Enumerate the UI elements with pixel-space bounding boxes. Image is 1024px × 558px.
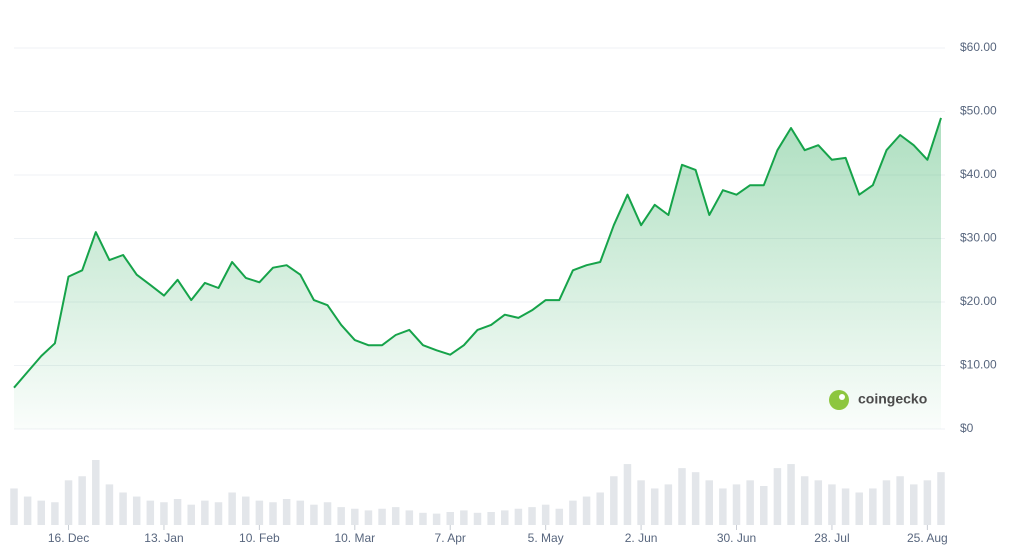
volume-bar xyxy=(105,484,114,525)
x-tick-label: 10. Feb xyxy=(239,531,280,545)
volume-bar xyxy=(64,480,73,525)
volume-bar xyxy=(269,502,277,525)
y-tick-label: $60.00 xyxy=(960,40,997,54)
volume-bar xyxy=(514,508,523,525)
volume-bar xyxy=(760,486,768,525)
x-tick-label: 5. May xyxy=(528,531,564,545)
volume-bar xyxy=(460,510,468,525)
volume-bar xyxy=(78,476,86,525)
volume-bar xyxy=(582,496,591,525)
volume-bar xyxy=(51,502,59,525)
volume-bar xyxy=(541,504,550,525)
watermark-text: coingecko xyxy=(858,391,927,407)
volume-bar xyxy=(160,502,168,525)
volume-bar xyxy=(896,476,904,525)
volume-bar xyxy=(446,512,454,525)
volume-bar xyxy=(637,480,645,525)
volume-bar xyxy=(937,472,945,525)
y-tick-label: $30.00 xyxy=(960,231,997,245)
volume-bar xyxy=(814,480,823,525)
volume-bar xyxy=(296,500,305,525)
volume-bar xyxy=(282,499,291,525)
volume-bar xyxy=(391,507,400,525)
volume-bar xyxy=(773,468,782,525)
volume-bar xyxy=(214,502,223,525)
volume-bar xyxy=(351,508,359,525)
x-tick-label: 2. Jun xyxy=(625,531,658,545)
volume-bar xyxy=(650,488,659,525)
volume-bar xyxy=(378,508,386,525)
volume-bar xyxy=(37,500,46,525)
x-tick-label: 10. Mar xyxy=(334,531,375,545)
volume-bar xyxy=(705,480,713,525)
y-tick-label: $20.00 xyxy=(960,294,997,308)
volume-bar xyxy=(569,500,577,525)
x-tick-label: 7. Apr xyxy=(435,531,466,545)
volume-bar xyxy=(364,510,373,525)
volume-bar xyxy=(719,488,727,525)
volume-bar xyxy=(909,484,918,525)
volume-bar xyxy=(132,496,141,525)
volume-bar xyxy=(432,513,441,525)
volume-bar xyxy=(828,484,836,525)
volume-bar xyxy=(487,512,495,525)
x-tick-label: 30. Jun xyxy=(717,531,756,545)
volume-bar xyxy=(201,500,209,525)
volume-bar xyxy=(610,476,618,525)
y-tick-label: $0 xyxy=(960,421,974,435)
watermark: coingecko xyxy=(829,390,927,410)
volume-bar xyxy=(405,510,414,525)
volume-bar xyxy=(187,504,195,525)
volume-bar xyxy=(923,480,932,525)
volume-bar xyxy=(882,480,891,525)
volume-bar xyxy=(623,464,632,525)
volume-bar xyxy=(10,488,18,525)
volume-bar xyxy=(337,507,345,525)
area xyxy=(14,117,941,430)
volume-bar xyxy=(869,488,877,525)
volume-bar xyxy=(119,492,127,525)
volume-bar xyxy=(596,492,604,525)
volume-bar xyxy=(841,488,850,525)
volume-bar xyxy=(323,502,332,525)
volume-bar xyxy=(501,510,509,525)
volume-bar xyxy=(528,507,536,525)
volume-bar xyxy=(855,492,863,525)
watermark-logo-eye xyxy=(839,394,845,400)
volume-bar xyxy=(419,512,427,525)
x-tick-label: 16. Dec xyxy=(48,531,89,545)
volume-bar xyxy=(664,484,673,525)
x-tick-label: 13. Jan xyxy=(144,531,183,545)
volume-bar xyxy=(678,468,686,525)
y-tick-label: $10.00 xyxy=(960,358,997,372)
volume-bar xyxy=(173,499,182,525)
price-line xyxy=(13,117,942,389)
volume-bar xyxy=(787,464,795,525)
volume-bar xyxy=(732,484,741,525)
volume-bar xyxy=(255,500,264,525)
volume-bar xyxy=(242,496,250,525)
volume-bar xyxy=(23,496,32,525)
volume-bar xyxy=(228,492,236,525)
volume-bar xyxy=(555,508,564,525)
y-tick-label: $40.00 xyxy=(960,167,997,181)
volume-bar xyxy=(92,460,100,525)
x-tick-label: 25. Aug xyxy=(907,531,948,545)
volume-bar xyxy=(473,512,482,525)
x-tick-label: 28. Jul xyxy=(814,531,849,545)
watermark-logo xyxy=(829,390,849,410)
volume-bar xyxy=(746,480,754,525)
volume-bar xyxy=(800,476,809,525)
y-tick-label: $50.00 xyxy=(960,104,997,118)
volume-bar xyxy=(691,472,700,525)
volume-bar xyxy=(146,500,155,525)
volume-bar xyxy=(310,504,318,525)
